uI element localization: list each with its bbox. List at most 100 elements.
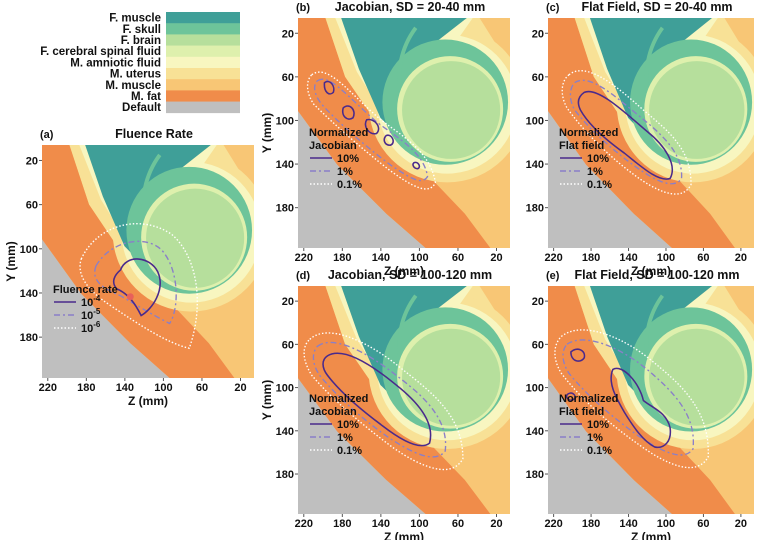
x-axis-label: Z (mm) <box>631 530 671 540</box>
legend-label: F. cerebral spinal fluid <box>40 46 161 58</box>
y-tick-label: 60 <box>532 339 544 351</box>
exponent: -5 <box>93 307 101 316</box>
x-tick-label: 140 <box>372 518 390 530</box>
x-tick-label: 140 <box>619 252 637 264</box>
x-axis-label: Z (mm) <box>631 264 671 278</box>
contour-legend-label: 10% <box>587 153 609 165</box>
legend-swatch <box>166 79 240 91</box>
x-tick-label: 140 <box>619 518 637 530</box>
exponent-base: 10 <box>81 310 93 322</box>
y-tick-label: 140 <box>526 426 544 438</box>
y-tick-label: 180 <box>526 203 544 215</box>
x-tick-label: 60 <box>452 518 464 530</box>
contour-legend-label: 10-4 <box>81 294 101 309</box>
y-tick-label: 100 <box>276 383 294 395</box>
panel: (e) Flat Field, SD = 100-120 mm 220 180 140 1… <box>526 268 755 544</box>
contour-legend-label: 1% <box>587 432 603 444</box>
x-tick-label: 100 <box>410 518 428 530</box>
contour-legend-label: 10-6 <box>81 320 101 335</box>
contour-legend-title: Jacobian <box>309 406 357 418</box>
contour-legend-label: 1% <box>587 166 603 178</box>
x-axis-label: Z (mm) <box>384 264 424 278</box>
tissue-map <box>42 145 255 378</box>
contour-legend-label: 10% <box>337 153 359 165</box>
x-tick-label: 20 <box>234 382 246 394</box>
x-axis-label: Z (mm) <box>384 530 424 540</box>
legend-swatch <box>166 12 240 24</box>
x-tick-label: 20 <box>735 252 747 264</box>
legend-label: M. uterus <box>110 69 161 81</box>
y-axis-label: Y (mm) <box>260 113 274 153</box>
contour-legend-title: Flat field <box>559 406 604 418</box>
x-axis-label: Z (mm) <box>128 394 168 408</box>
x-tick-label: 180 <box>77 382 95 394</box>
panel: (d) Jacobian, SD = 100-120 mm 220 180 140 100… <box>260 268 511 544</box>
x-tick-label: 220 <box>295 252 313 264</box>
y-axis-label: Y (mm) <box>4 241 18 281</box>
contour-legend-label: 10% <box>587 419 609 431</box>
contour-legend-title: Normalized <box>559 393 618 405</box>
x-tick-label: 100 <box>657 252 675 264</box>
y-tick-label: 180 <box>20 332 38 344</box>
legend-swatch <box>166 90 240 102</box>
exponent: -4 <box>93 294 101 303</box>
y-tick-label: 100 <box>526 115 544 127</box>
panel-title: Flat Field, SD = 100-120 mm <box>575 268 740 282</box>
panel: (c) Flat Field, SD = 20-40 mm 220 180 140 100… <box>526 0 755 278</box>
contour-legend-label: 1% <box>337 432 353 444</box>
panel: (b) Jacobian, SD = 20-40 mm 220 180 140 100 60… <box>260 0 511 278</box>
contour-legend-title: Flat field <box>559 140 604 152</box>
y-tick-label: 20 <box>532 296 544 308</box>
y-tick-label: 180 <box>276 469 294 481</box>
panel-title: Jacobian, SD = 100-120 mm <box>328 268 492 282</box>
y-tick-label: 60 <box>26 200 38 212</box>
x-tick-label: 180 <box>582 518 600 530</box>
contour-legend-title: Jacobian <box>309 140 357 152</box>
x-tick-label: 180 <box>333 518 351 530</box>
x-tick-label: 20 <box>735 518 747 530</box>
exponent-base: 10 <box>81 323 93 335</box>
x-tick-label: 100 <box>657 518 675 530</box>
contour-legend-title: Normalized <box>559 127 618 139</box>
contour-legend-label: 10% <box>337 419 359 431</box>
panels: (a) Fluence Rate 220 180 140 100 60 20 20 60 100 14… <box>4 0 755 544</box>
exponent-base: 10 <box>81 297 93 309</box>
panel-label: (c) <box>546 2 560 14</box>
panel-label: (b) <box>296 2 310 14</box>
panel-title: Flat Field, SD = 20-40 mm <box>581 0 732 14</box>
x-tick-label: 180 <box>333 252 351 264</box>
y-tick-label: 180 <box>526 469 544 481</box>
y-tick-label: 60 <box>282 72 294 84</box>
legend-swatch <box>166 34 240 46</box>
x-tick-label: 100 <box>410 252 428 264</box>
legend-label: Default <box>122 102 161 114</box>
y-tick-label: 60 <box>282 339 294 351</box>
y-axis-label: Y (mm) <box>260 380 274 420</box>
y-tick-label: 100 <box>526 383 544 395</box>
legend-swatch <box>166 56 240 69</box>
y-tick-label: 180 <box>276 203 294 215</box>
x-tick-label: 140 <box>372 252 390 264</box>
x-tick-label: 180 <box>582 252 600 264</box>
legend-swatch <box>166 68 240 80</box>
contour-legend-label: 0.1% <box>587 179 612 191</box>
x-tick-label: 60 <box>697 518 709 530</box>
contour-legend-label: 10-5 <box>81 307 101 322</box>
panel-label: (e) <box>546 270 560 282</box>
map <box>42 145 255 378</box>
x-tick-label: 140 <box>116 382 134 394</box>
x-tick-label: 60 <box>697 252 709 264</box>
x-tick-label: 220 <box>544 518 562 530</box>
x-tick-label: 20 <box>490 518 502 530</box>
y-tick-label: 140 <box>276 426 294 438</box>
contour-legend-title: Normalized <box>309 393 368 405</box>
y-tick-label: 20 <box>26 155 38 167</box>
x-tick-label: 20 <box>490 252 502 264</box>
contour-legend-title: Normalized <box>309 127 368 139</box>
y-tick-label: 100 <box>20 244 38 256</box>
x-tick-label: 220 <box>544 252 562 264</box>
contour-legend-label: 1% <box>337 166 353 178</box>
legend-label: F. muscle <box>109 13 161 25</box>
